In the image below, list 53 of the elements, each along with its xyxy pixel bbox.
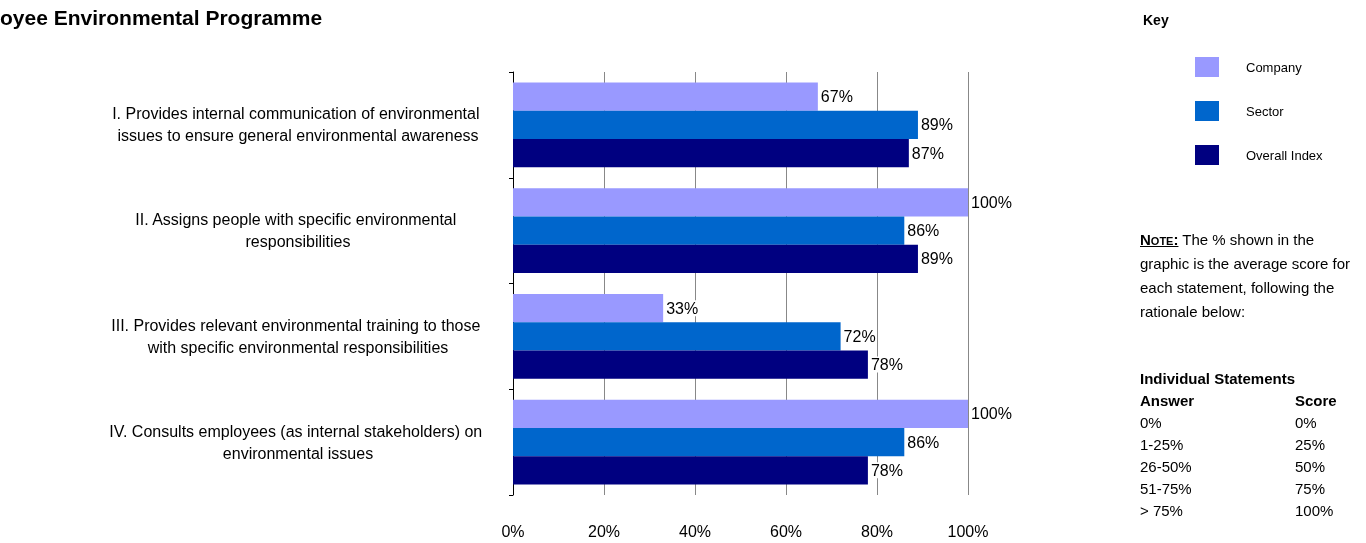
- text: 100%: [1295, 501, 1334, 521]
- text: Individual Statements: [1140, 369, 1297, 389]
- bar: [513, 216, 905, 245]
- text: 0%: [1295, 413, 1317, 433]
- bar: [513, 322, 841, 351]
- data-label: 33%: [666, 299, 699, 317]
- text: oyee Environmental Programme: [0, 6, 323, 30]
- text: 1-25%: [1140, 435, 1185, 455]
- data-label: 86%: [907, 222, 940, 240]
- data-label: 87%: [911, 144, 944, 162]
- text: > 75%: [1140, 501, 1184, 521]
- data-label: 78%: [870, 356, 903, 374]
- x-tick-label: 0%: [501, 522, 525, 540]
- text: 50%: [1295, 457, 1326, 477]
- x-tick-label: 40%: [678, 522, 712, 540]
- text: 75%: [1295, 479, 1326, 499]
- text: 25%: [1295, 435, 1326, 455]
- bar: [513, 399, 968, 429]
- legend-title: Key: [1143, 12, 1169, 28]
- bar: [513, 350, 868, 379]
- data-label: 78%: [870, 461, 903, 479]
- bar: [513, 110, 918, 139]
- y-tick-label: IV. Consults employees (as internal stakeholders) on environmental issues: [109, 422, 487, 462]
- data-label: 100%: [971, 405, 1012, 423]
- bar: [513, 456, 868, 485]
- data-label: 86%: [907, 433, 940, 451]
- text: 26-50%: [1140, 457, 1193, 477]
- y-tick-label: III. Provides relevant environmental training to those with specific environmental responsibilities: [111, 316, 485, 356]
- bar: [513, 244, 918, 273]
- data-label: 89%: [920, 250, 953, 268]
- x-tick-label: 100%: [947, 522, 989, 540]
- legend-label: Sector: [1246, 103, 1285, 119]
- bar: [513, 138, 909, 168]
- y-tick-label: II. Assigns people with specific environmental responsibilities: [135, 211, 461, 251]
- legend-label: Overall Index: [1246, 147, 1324, 163]
- bar: [513, 82, 818, 111]
- text: Score: [1295, 391, 1337, 411]
- data-label: 72%: [843, 327, 876, 345]
- text: Answer: [1140, 391, 1196, 411]
- x-tick-label: 60%: [769, 522, 803, 540]
- data-label: 67%: [820, 88, 853, 106]
- x-tick-label: 20%: [587, 522, 621, 540]
- text: 0%: [1140, 413, 1163, 433]
- text: 51-75%: [1140, 479, 1193, 499]
- y-tick-label: I. Provides internal communication of environmental issues to ensure general environmental awareness: [112, 105, 484, 145]
- data-label: 100%: [971, 193, 1012, 211]
- legend-label: Company: [1246, 59, 1303, 75]
- x-tick-label: 80%: [860, 522, 894, 540]
- data-label: 89%: [920, 116, 953, 134]
- bar: [513, 428, 905, 457]
- text: Note: The % shown in the graphic is the average score for each statement, following the rationale below:: [1140, 230, 1352, 322]
- bar: [513, 294, 664, 323]
- bar: [513, 188, 968, 217]
